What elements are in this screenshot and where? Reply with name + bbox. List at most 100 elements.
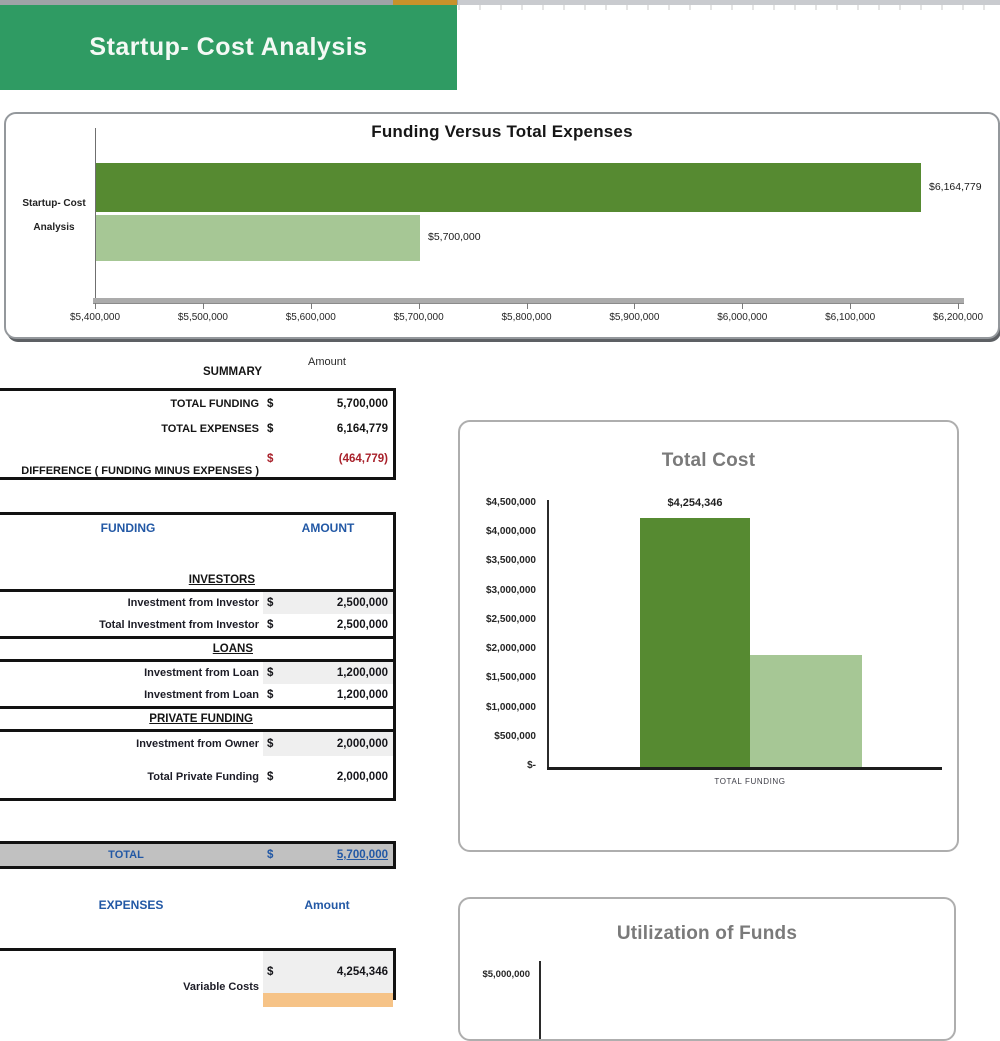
row-label: TOTAL EXPENSES <box>161 423 259 435</box>
chart-title: Utilization of Funds <box>616 923 798 944</box>
y-axis-tick-label: $1,000,000 <box>485 701 536 713</box>
x-axis-line <box>93 298 964 304</box>
category-axis-label: Startup- Cost <box>22 198 86 209</box>
summary-table: TOTAL FUNDING $5,700,000 TOTAL EXPENSES $6,… <box>0 388 396 480</box>
section-title: PRIVATE FUNDING <box>149 713 253 725</box>
chart-title: Funding Versus Total Expenses <box>371 122 633 141</box>
amount-cell: $2,500,000 <box>263 614 393 636</box>
table-row: TOTAL FUNDING $5,700,000 <box>0 391 393 417</box>
x-axis-tick <box>526 303 528 309</box>
category-axis-label: Analysis <box>33 222 75 233</box>
amount-value: 6,164,779 <box>336 423 388 435</box>
currency-symbol: $ <box>267 966 274 978</box>
bar-segment <box>96 215 420 261</box>
currency-symbol: $ <box>267 453 274 465</box>
amount-value: (464,779) <box>338 453 388 465</box>
y-axis-tick-label: $1,500,000 <box>485 672 536 684</box>
amount-cell: $6,164,779 <box>263 417 393 441</box>
summary-header: SUMMARY <box>203 366 262 378</box>
row-label: Total Investment from Investor <box>99 619 259 631</box>
x-axis-tick <box>95 303 96 309</box>
y-axis-tick-label: $4,500,000 <box>485 497 536 508</box>
amount-value: 2,000,000 <box>336 738 388 750</box>
page-break-dashes <box>458 5 1000 10</box>
x-axis-tick-label: $5,500,000 <box>177 312 228 323</box>
table-row: TOTAL $5,700,000 <box>0 844 393 866</box>
x-axis-tick-label: $6,100,000 <box>825 312 876 323</box>
amount-value: 2,000,000 <box>336 771 388 783</box>
x-axis-tick <box>958 303 959 309</box>
table-row: Total Private Funding $2,000,000 <box>0 756 393 798</box>
x-axis-tick <box>418 303 420 309</box>
funding-vs-expenses-plot: $6,164,779 $5,700,000 Startup- Cost Analysi… <box>6 114 998 337</box>
funding-header-box: FUNDING AMOUNT INVESTORS <box>0 512 396 592</box>
x-axis-tick <box>742 303 744 309</box>
page-title: Startup- Cost Analysis <box>89 33 368 61</box>
amount-value: 5,700,000 <box>336 398 388 410</box>
amount-cell[interactable]: $4,254,346 <box>263 951 393 993</box>
section-title: INVESTORS <box>188 574 255 586</box>
highlighted-input-row[interactable] <box>263 993 393 1007</box>
x-axis-tick <box>850 303 852 309</box>
table-row: DIFFERENCE ( FUNDING MINUS EXPENSES ) $ (4… <box>0 441 393 477</box>
x-axis-tick-label: $6,200,000 <box>932 312 984 323</box>
amount-value: 4,254,346 <box>336 966 388 978</box>
x-axis-tick-label: $5,600,000 <box>285 312 336 323</box>
section-rows-box: Investment from Owner $2,000,000 Total Pri… <box>0 729 396 801</box>
row-label: Investment from Owner <box>136 738 259 750</box>
currency-symbol: $ <box>267 597 274 609</box>
amount-value: 1,200,000 <box>336 689 388 701</box>
table-row: TOTAL EXPENSES $6,164,779 <box>0 417 393 441</box>
amount-cell: $ (464,779) <box>263 441 393 477</box>
row-label: Investment from Loan <box>144 667 259 679</box>
currency-symbol: $ <box>267 689 274 701</box>
y-axis-tick-label: $3,500,000 <box>485 555 536 567</box>
amount-value: 1,200,000 <box>336 667 388 679</box>
y-axis-line <box>539 961 541 1039</box>
x-axis-tick <box>202 303 204 309</box>
row-label: TOTAL <box>108 849 144 861</box>
x-axis-tick <box>310 303 312 309</box>
y-axis-tick-label: $500,000 <box>494 730 536 742</box>
y-axis-tick-label: $4,000,000 <box>485 526 536 538</box>
utilization-of-funds-chart[interactable]: Utilization of Funds $5,000,000 <box>458 897 956 1041</box>
expenses-table: Variable Costs $4,254,346 <box>0 948 396 1007</box>
funding-total-row: TOTAL $5,700,000 <box>0 841 396 869</box>
table-row: Investment from Loan $1,200,000 <box>0 684 393 706</box>
category-axis-label: TOTAL FUNDING <box>714 777 786 786</box>
y-axis-line <box>547 500 549 767</box>
orange-accent-tab <box>393 0 457 8</box>
funding-amount-header: AMOUNT <box>301 521 355 535</box>
section-rows-box: Investment from Investor $2,500,000 Total … <box>0 589 396 639</box>
row-label: Variable Costs <box>183 981 259 993</box>
currency-symbol: $ <box>267 619 274 631</box>
expenses-header: EXPENSES <box>98 898 164 912</box>
expenses-amount-header: Amount <box>304 898 350 912</box>
amount-cell: $5,700,000 <box>263 391 393 417</box>
currency-symbol: $ <box>267 849 274 861</box>
amount-cell: $1,200,000 <box>263 684 393 706</box>
x-axis-line <box>547 767 942 770</box>
amount-cell[interactable]: $2,500,000 <box>263 592 393 614</box>
currency-symbol: $ <box>267 423 274 435</box>
funding-vs-expenses-chart[interactable]: Funding Versus Total Expenses $6,164,779… <box>4 112 1000 339</box>
table-row: Investment from Owner $2,000,000 <box>0 732 393 756</box>
amount-cell[interactable]: $1,200,000 <box>263 662 393 684</box>
amount-cell: $2,000,000 <box>263 756 393 798</box>
currency-symbol: $ <box>267 771 274 783</box>
currency-symbol: $ <box>267 398 274 410</box>
total-cost-chart[interactable]: Total Cost $4,500,000 $4,000,000 $3,500,00… <box>458 420 959 852</box>
section-title-strip: PRIVATE FUNDING <box>0 706 396 732</box>
x-axis-tick-label: $5,800,000 <box>501 312 552 323</box>
bar-segment <box>750 655 862 767</box>
row-label: TOTAL FUNDING <box>170 398 259 410</box>
top-scrollbar-strip[interactable] <box>0 0 1000 5</box>
utilization-plot: $5,000,000 <box>460 899 954 1039</box>
y-axis-line <box>95 128 96 303</box>
row-label: DIFFERENCE ( FUNDING MINUS EXPENSES ) <box>21 465 259 477</box>
currency-symbol: $ <box>267 738 274 750</box>
y-axis-tick-label: $5,000,000 <box>482 969 530 980</box>
amount-cell[interactable]: $2,000,000 <box>263 732 393 756</box>
currency-symbol: $ <box>267 667 274 679</box>
y-axis-tick-label: $3,000,000 <box>485 584 536 596</box>
